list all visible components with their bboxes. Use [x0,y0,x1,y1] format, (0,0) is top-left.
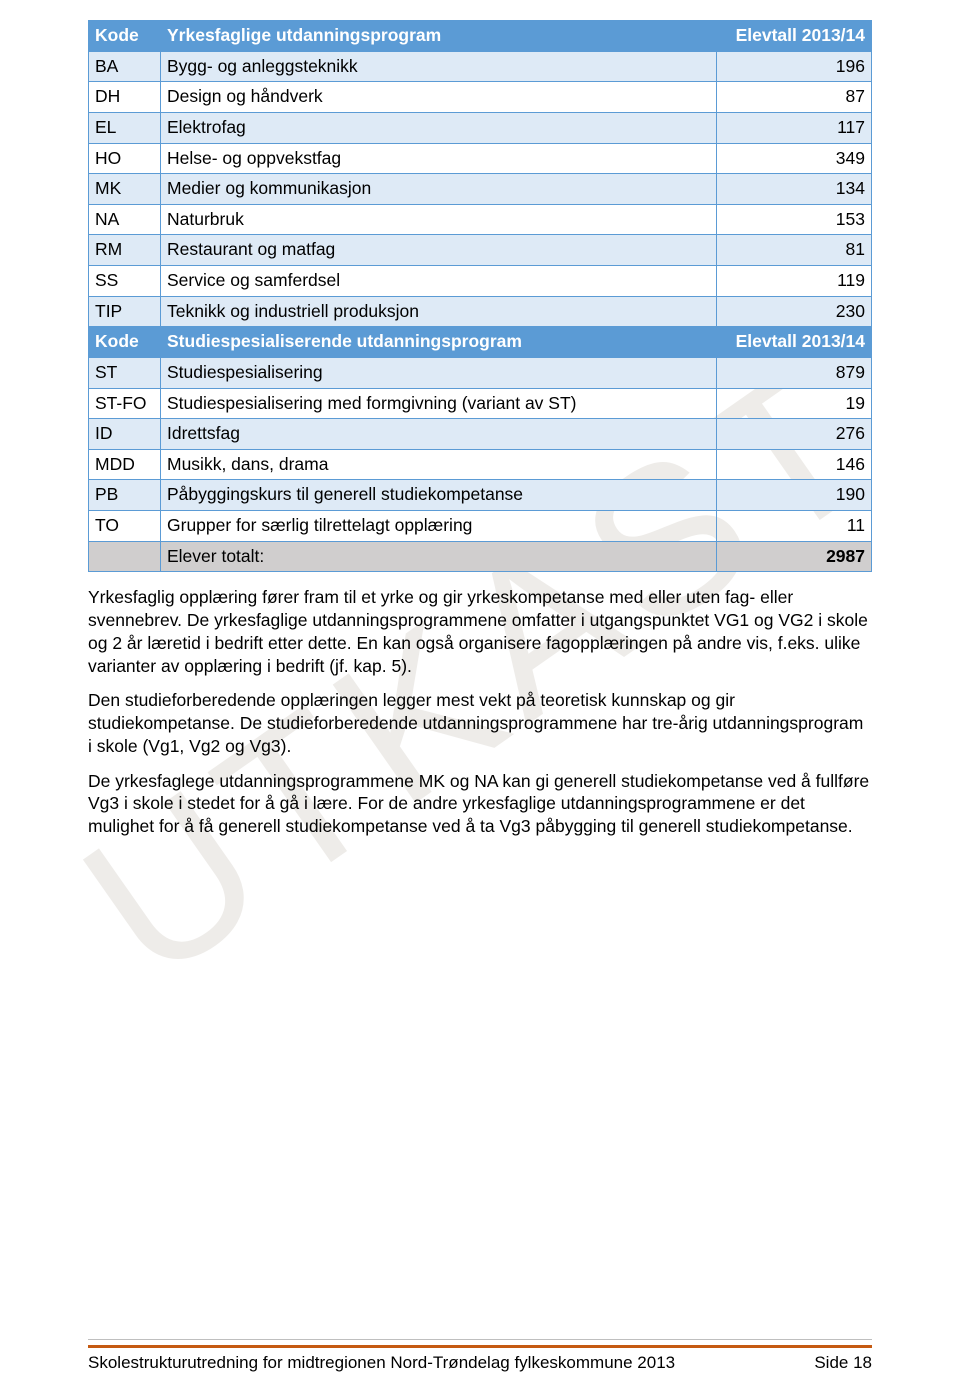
cell: 87 [717,82,872,113]
cell: Helse- og oppvekstfag [161,143,717,174]
col-kode: Kode [89,21,161,52]
table-row: TOGrupper for særlig tilrettelagt opplær… [89,511,872,542]
programs-table: Kode Yrkesfaglige utdanningsprogram Elev… [88,20,872,572]
table-row: ST-FOStudiespesialisering med formgivnin… [89,388,872,419]
cell: RM [89,235,161,266]
cell [89,541,161,572]
cell: 349 [717,143,872,174]
cell: 119 [717,266,872,297]
cell: PB [89,480,161,511]
cell: 230 [717,296,872,327]
table-row: NANaturbruk153 [89,204,872,235]
cell: ST-FO [89,388,161,419]
cell: 879 [717,357,872,388]
cell: Studiespesialisering [161,357,717,388]
total-value: 2987 [717,541,872,572]
table-row: ELElektrofag117 [89,112,872,143]
cell: 134 [717,174,872,205]
paragraph-3: De yrkesfaglege utdanningsprogrammene MK… [88,770,872,838]
col-program: Studiespesialiserende utdanningsprogram [161,327,717,358]
footer-page-label: Side [814,1353,853,1372]
table-row: BABygg- og anleggsteknikk196 [89,51,872,82]
table-header-academic: Kode Studiespesialiserende utdanningspro… [89,327,872,358]
cell: Bygg- og anleggsteknikk [161,51,717,82]
cell: 153 [717,204,872,235]
cell: 117 [717,112,872,143]
table-row: TIPTeknikk og industriell produksjon230 [89,296,872,327]
page-content: Kode Yrkesfaglige utdanningsprogram Elev… [88,20,872,838]
cell: 196 [717,51,872,82]
cell: Design og håndverk [161,82,717,113]
cell: Elektrofag [161,112,717,143]
cell: EL [89,112,161,143]
cell: Studiespesialisering med formgivning (va… [161,388,717,419]
cell: Grupper for særlig tilrettelagt opplærin… [161,511,717,542]
cell: Service og samferdsel [161,266,717,297]
table-row: DHDesign og håndverk87 [89,82,872,113]
cell: SS [89,266,161,297]
cell: 81 [717,235,872,266]
paragraph-2: Den studieforberedende opplæringen legge… [88,689,872,757]
cell: Medier og kommunikasjon [161,174,717,205]
cell: MK [89,174,161,205]
cell: ST [89,357,161,388]
cell: TO [89,511,161,542]
cell: HO [89,143,161,174]
footer-right: Side 18 [814,1353,872,1373]
col-elevtall: Elevtall 2013/14 [717,21,872,52]
table-row: PBPåbyggingskurs til generell studiekomp… [89,480,872,511]
cell: ID [89,419,161,450]
paragraph-1: Yrkesfaglig opplæring fører fram til et … [88,586,872,677]
col-elevtall: Elevtall 2013/14 [717,327,872,358]
page-footer: Skolestrukturutredning for midtregionen … [88,1345,872,1373]
total-label: Elever totalt: [161,541,717,572]
table-row: RMRestaurant og matfag81 [89,235,872,266]
cell: TIP [89,296,161,327]
table-row: STStudiespesialisering879 [89,357,872,388]
cell: Påbyggingskurs til generell studiekompet… [161,480,717,511]
col-kode: Kode [89,327,161,358]
cell: NA [89,204,161,235]
cell: 11 [717,511,872,542]
footer-page-number: 18 [853,1353,872,1372]
table-total-row: Elever totalt: 2987 [89,541,872,572]
col-program: Yrkesfaglige utdanningsprogram [161,21,717,52]
table-row: HOHelse- og oppvekstfag349 [89,143,872,174]
table-row: IDIdrettsfag276 [89,419,872,450]
cell: Teknikk og industriell produksjon [161,296,717,327]
table-row: MDDMusikk, dans, drama146 [89,449,872,480]
table-row: MKMedier og kommunikasjon134 [89,174,872,205]
cell: 276 [717,419,872,450]
cell: 19 [717,388,872,419]
cell: Idrettsfag [161,419,717,450]
table-header-vocational: Kode Yrkesfaglige utdanningsprogram Elev… [89,21,872,52]
cell: Naturbruk [161,204,717,235]
cell: Restaurant og matfag [161,235,717,266]
cell: BA [89,51,161,82]
footer-left: Skolestrukturutredning for midtregionen … [88,1353,675,1373]
cell: 146 [717,449,872,480]
cell: 190 [717,480,872,511]
cell: Musikk, dans, drama [161,449,717,480]
cell: MDD [89,449,161,480]
table-row: SSService og samferdsel119 [89,266,872,297]
footer-separator [88,1339,872,1340]
cell: DH [89,82,161,113]
